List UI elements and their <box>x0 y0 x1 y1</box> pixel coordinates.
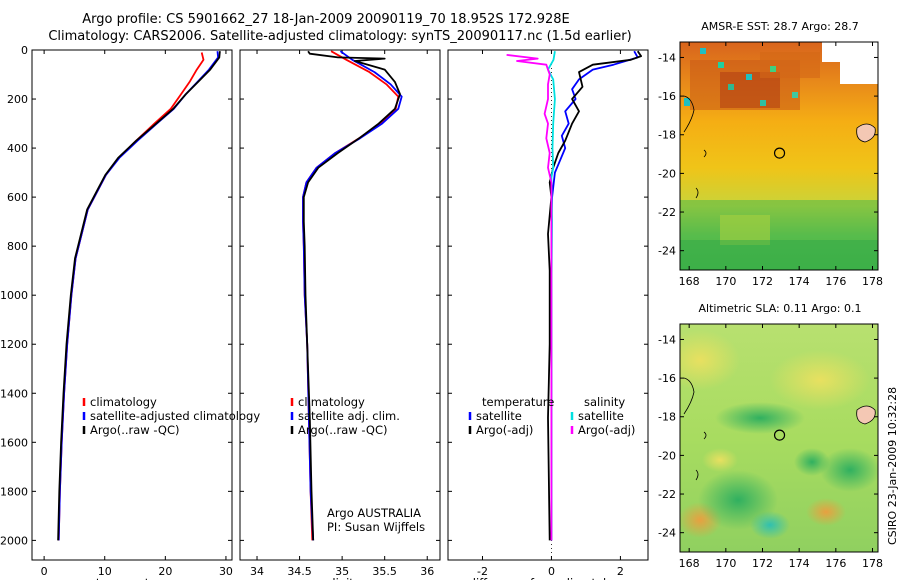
temperature-ytick-label: 1200 <box>0 338 28 351</box>
sla_map-ytick-label: -24 <box>658 527 676 540</box>
temperature-legend-label: climatology <box>90 395 157 409</box>
temperature-ytick-label: 1800 <box>0 485 28 498</box>
difference-frame <box>447 49 649 561</box>
sst_map-xtick-label: 170 <box>715 275 736 288</box>
temperature-ytick-label: 800 <box>7 240 28 253</box>
difference-series-temperature-argo <box>547 50 642 541</box>
difference-legend-label: Argo(-adj) <box>578 423 635 437</box>
difference-legend-label: temperature <box>482 395 554 409</box>
sla_map-ytick-label: -20 <box>658 449 676 462</box>
sla_map-xtick-label: 172 <box>752 557 773 570</box>
difference-legend: temperaturesatelliteArgo(-adj)salinitysa… <box>468 395 635 437</box>
temperature-ytick-label: 600 <box>7 191 28 204</box>
sst_map-ytick-label: -18 <box>658 129 676 142</box>
temperature-xtick-label: 30 <box>219 565 233 578</box>
temperature-ytick-label: 0 <box>21 44 28 57</box>
temperature-series-argo <box>57 51 221 541</box>
difference-xtick-label: -2 <box>477 565 488 578</box>
temperature-ytick-label: 200 <box>7 93 28 106</box>
sst_map-xtick-label: 176 <box>825 275 846 288</box>
salinity-xtick-label: 36 <box>420 565 434 578</box>
difference-xlabel: difference from climatology <box>469 576 628 580</box>
temperature-ytick-label: 400 <box>7 142 28 155</box>
sst_map-ytick-label: -22 <box>658 206 676 219</box>
temperature-xtick-label: 10 <box>98 565 112 578</box>
pi-label: PI: Susan Wijffels <box>327 520 425 534</box>
temperature-legend-label: Argo(..raw -QC) <box>90 423 180 437</box>
sla_map-xtick-label: 176 <box>825 557 846 570</box>
sst_map-xtick-label: 174 <box>789 275 810 288</box>
figure-title-line1: Argo profile: CS 5901662_27 18-Jan-2009 … <box>82 12 570 27</box>
salinity-xtick-label: 35 <box>335 565 349 578</box>
sst-map <box>679 41 879 271</box>
salinity-series-climatology <box>302 50 400 541</box>
difference-series-salinity-argo <box>506 54 553 541</box>
salinity-xtick-label: 35.5 <box>372 565 397 578</box>
sst_map-xtick-label: 168 <box>679 275 700 288</box>
sla_map-xtick-label: 174 <box>789 557 810 570</box>
sst_map-ytick-label: -16 <box>658 90 676 103</box>
temperature-frame <box>31 49 233 561</box>
sla-map <box>679 323 879 553</box>
sst-field <box>680 42 878 270</box>
sla_map-axes: Altimetric SLA: 0.11 Argo: 0.1 168 170 172 1… <box>658 302 883 570</box>
sla_map-argo-position-marker <box>773 429 786 441</box>
temperature-series-satellite-adjusted <box>57 51 219 541</box>
temperature-ytick-label: 2000 <box>0 534 28 547</box>
difference-legend-label: satellite <box>476 409 522 423</box>
salinity-legend-label: satellite adj. clim. <box>298 409 400 423</box>
salinity-legend-label: climatology <box>298 395 365 409</box>
salinity-panel: 34 34.5 35 35.5 36 salinity <box>239 49 441 580</box>
sst-map-frame <box>679 41 879 271</box>
difference-xtick-label: 2 <box>617 565 624 578</box>
sla_map-ytick-label: -14 <box>658 333 676 346</box>
sla_map-ytick-label: -16 <box>658 372 676 385</box>
sla_map-xtick-label: 178 <box>862 557 883 570</box>
sst_map-ytick-label: -20 <box>658 167 676 180</box>
difference-xtick-label: 0 <box>548 565 555 578</box>
salinity-legend-label: Argo(..raw -QC) <box>298 423 388 437</box>
salinity-xlabel: salinity <box>319 576 360 580</box>
temperature-ytick-label: 1600 <box>0 436 28 449</box>
salinity-xtick-label: 34.5 <box>287 565 312 578</box>
temperature-ytick-label: 1400 <box>0 387 28 400</box>
sst_map-ytick-label: -24 <box>658 245 676 258</box>
sla_map-ytick-label: -18 <box>658 411 676 424</box>
sla_map-xtick-label: 170 <box>715 557 736 570</box>
temperature-ytick-label: 1000 <box>0 289 28 302</box>
sla_map-xtick-label: 168 <box>679 557 700 570</box>
temperature-legend-label: satellite-adjusted climatology <box>90 409 260 423</box>
difference-legend-label: Argo(-adj) <box>476 423 533 437</box>
temperature-xtick-label: 0 <box>41 565 48 578</box>
temperature-xtick-label: 20 <box>158 565 172 578</box>
sst_map-title: AMSR-E SST: 28.7 Argo: 28.7 <box>701 20 859 33</box>
sla_map-ytick-label: -22 <box>658 488 676 501</box>
sst_map-xtick-label: 178 <box>862 275 883 288</box>
salinity-xtick-label: 34 <box>250 565 264 578</box>
difference-legend-label: salinity <box>584 395 625 409</box>
float-owner-label: Argo AUSTRALIA <box>327 506 421 520</box>
sst_map-argo-position-marker <box>773 147 786 159</box>
sla_map-title: Altimetric SLA: 0.11 Argo: 0.1 <box>698 302 861 315</box>
temperature-panel: 0 10 20 30 0 200 400 600 800 1000 1200 1400 1600 1800… <box>0 44 233 580</box>
sla-map-frame <box>679 323 879 553</box>
salinity-frame <box>239 49 441 561</box>
temperature-xlabel: temperature <box>96 576 168 580</box>
salinity-series-satellite-adj- <box>302 50 403 541</box>
difference-panel: -2 0 2difference from climatology <box>447 49 649 580</box>
figure-title-line2: Climatology: CARS2006. Satellite-adjuste… <box>48 29 632 44</box>
difference-legend-label: satellite <box>578 409 624 423</box>
sst_map-ytick-label: -14 <box>658 51 676 64</box>
difference-series-temperature-satellite <box>550 50 639 541</box>
salinity-series-argo <box>302 50 401 541</box>
sst_map-axes: AMSR-E SST: 28.7 Argo: 28.7 168 170 172 174 1… <box>658 20 883 288</box>
sst_map-xtick-label: 172 <box>752 275 773 288</box>
temperature-series-climatology <box>57 52 205 541</box>
sla-field <box>680 324 878 552</box>
